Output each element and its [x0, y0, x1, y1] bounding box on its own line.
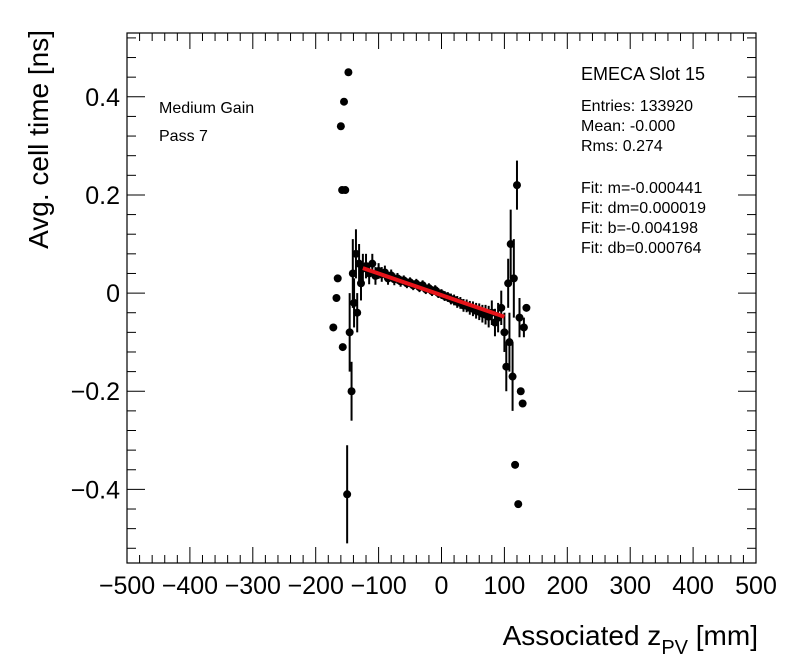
y-tick-label: 0.4: [85, 84, 120, 112]
x-tick-label: 400: [672, 572, 714, 600]
y-tick-label: 0: [106, 280, 120, 308]
x-tick-label: 100: [484, 572, 526, 600]
data-point: [516, 387, 525, 396]
axis-ticks: [126, 33, 757, 563]
fit-db: Fit: db=0.000764: [581, 240, 702, 257]
data-point: [504, 279, 513, 288]
data-point: [332, 294, 341, 302]
y-tick-label: −0.4: [71, 476, 120, 504]
chart-title: EMECA Slot 15: [581, 64, 705, 84]
data-point: [497, 303, 506, 312]
y-tick-label: 0.2: [85, 182, 120, 210]
data-point: [351, 249, 360, 258]
x-tick-label: 300: [609, 572, 651, 600]
data-point: [500, 328, 509, 337]
stats-entries: Entries: 133920: [581, 98, 693, 115]
data-point: [333, 274, 342, 283]
stats-rms: Rms: 0.274: [581, 138, 663, 155]
data-point: [368, 259, 377, 268]
y-tick-labels: −0.4 −0.2 0 0.2 0.4: [71, 84, 120, 505]
data-point: [348, 269, 357, 278]
data-point: [353, 308, 362, 317]
x-tick-labels: −500 −400 −300 −200 −100 0 100 200 300 400 500: [99, 572, 777, 600]
x-tick-label: −200: [288, 572, 344, 600]
fit-b: Fit: b=-0.004198: [581, 220, 698, 237]
x-tick-label: 0: [435, 572, 449, 600]
fit-m: Fit: m=-0.000441: [581, 180, 703, 197]
data-point: [515, 313, 524, 322]
data-point: [505, 338, 514, 347]
data-point: [338, 343, 347, 352]
x-tick-label: 200: [546, 572, 588, 600]
data-point: [509, 274, 518, 283]
fit-line: [362, 266, 506, 319]
data-point: [522, 303, 531, 312]
stats-mean: Mean: -0.000: [581, 118, 675, 135]
data-point: [508, 372, 517, 381]
fit-dm: Fit: dm=0.000019: [581, 200, 706, 217]
y-tick-label: −0.2: [71, 378, 120, 406]
data-point: [512, 181, 521, 190]
data-point: [341, 186, 350, 195]
data-point: [502, 362, 511, 371]
data-point: [506, 240, 515, 249]
x-axis-title: Associated zPV [mm]: [503, 620, 758, 659]
data-point: [518, 399, 527, 408]
data-point: [336, 122, 345, 131]
data-point: [345, 328, 354, 337]
data-point: [347, 387, 356, 396]
pass-label: Pass 7: [159, 128, 208, 145]
y-axis-title: Avg. cell time [ns]: [23, 30, 54, 249]
data-point: [343, 490, 352, 499]
x-tick-label: −300: [225, 572, 281, 600]
gain-label: Medium Gain: [159, 100, 254, 117]
data-point: [519, 323, 528, 332]
x-tick-label: 500: [735, 572, 777, 600]
x-tick-label: −100: [350, 572, 406, 600]
x-tick-label: −500: [99, 572, 155, 600]
data-point: [340, 97, 349, 106]
x-tick-label: −400: [162, 572, 218, 600]
data-point: [344, 68, 353, 77]
data-point: [329, 323, 338, 332]
data-point: [514, 500, 523, 509]
data-point: [356, 279, 365, 288]
data-point: [511, 460, 520, 469]
data-point: [350, 298, 359, 307]
